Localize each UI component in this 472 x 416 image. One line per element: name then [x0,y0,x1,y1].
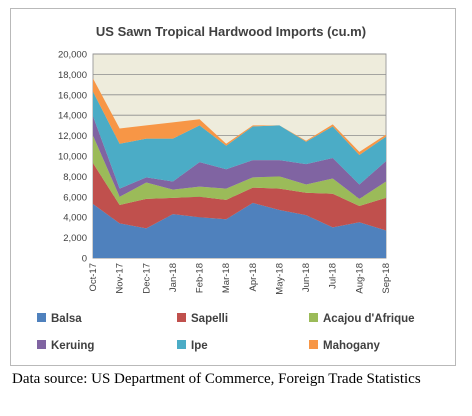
x-tick-label: May-18 [274,263,285,295]
area-ipe [93,91,386,189]
x-axis-ticks: Oct-17 Nov-17 Dec-17 Jan-18 Feb-18 Mar-18 Apr-… [88,263,392,295]
chart-frame: US Sawn Tropical Hardwood Imports (cu.m)… [10,8,456,366]
series-areas [93,78,386,258]
legend-swatch [37,340,46,349]
chart-title: US Sawn Tropical Hardwood Imports (cu.m) [96,24,366,39]
x-tick-label: Oct-17 [88,263,99,292]
x-tick-label: Mar-18 [221,263,232,293]
legend-label: Balsa [51,313,82,325]
area-mahogany [93,78,386,155]
legend-swatch [309,340,318,349]
y-tick-label: 0 [82,254,87,265]
area-acajou-d-afrique [93,135,386,206]
y-tick-label: 12,000 [58,131,87,142]
legend-label: Ipe [191,340,208,352]
legend-label: Sapelli [191,313,228,325]
legend-label: Mahogany [323,340,380,352]
legend-swatch [177,340,186,349]
legend-label: Keruing [51,340,94,352]
area-balsa [93,202,386,258]
y-tick-label: 10,000 [58,152,87,163]
y-tick-label: 6,000 [63,192,87,203]
x-tick-label: Feb-18 [195,263,206,293]
legend: Balsa Sapelli Acajou d'Afrique Keruing Ipe Ma… [37,313,415,352]
x-tick-label: Jan-18 [168,263,179,292]
y-tick-label: 16,000 [58,90,87,101]
y-tick-label: 18,000 [58,70,87,81]
x-tick-label: Jul-18 [328,263,339,289]
x-tick-label: Aug-18 [354,263,365,294]
legend-swatch [37,313,46,322]
data-source-caption: Data source: US Department of Commerce, … [12,371,421,387]
area-sapelli [93,163,386,231]
area-keruing [93,116,386,199]
legend-label: Acajou d'Afrique [323,313,415,325]
x-tick-label: Apr-18 [248,263,259,292]
x-tick-label: Nov-17 [115,263,126,294]
y-tick-label: 20,000 [58,50,87,61]
y-axis-ticks: 0 2,000 4,000 6,000 8,000 10,000 12,000 14,000 1… [58,50,87,265]
x-tick-label: Jun-18 [301,263,312,292]
y-tick-label: 14,000 [58,111,87,122]
legend-swatch [177,313,186,322]
y-tick-label: 4,000 [63,213,87,224]
x-tick-label: Sep-18 [381,263,392,294]
y-tick-label: 8,000 [63,172,87,183]
stacked-area-chart: US Sawn Tropical Hardwood Imports (cu.m)… [37,24,415,352]
x-tick-label: Dec-17 [141,263,152,294]
legend-swatch [309,313,318,322]
y-tick-label: 2,000 [63,233,87,244]
